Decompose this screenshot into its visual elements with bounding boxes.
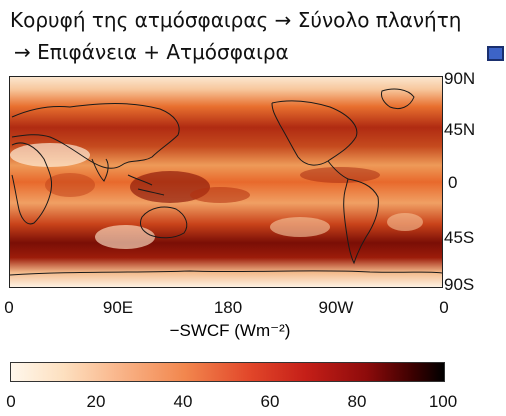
lat-label-90s: 90S	[444, 275, 475, 294]
swcf-map	[9, 76, 443, 288]
lat-label-90n: 90N	[444, 69, 476, 88]
lat-label-45s: 45S	[444, 228, 475, 247]
lon-label-180: 180	[213, 298, 243, 317]
map-field	[10, 77, 442, 287]
lon-label-90w: 90W	[318, 298, 354, 317]
lon-label-90e: 90E	[102, 298, 134, 317]
lon-label-0-right: 0	[439, 298, 449, 317]
lat-label-45n: 45N	[444, 120, 476, 139]
colorbar-tick-100: 100	[428, 392, 458, 411]
title-line-2: → Επιφάνεια + Ατμόσφαιρα	[14, 40, 289, 64]
title-line-1: Κορυφή της ατμόσφαιρας → Σύνολο πλανήτη	[10, 8, 462, 32]
colorbar-tick-80: 80	[347, 392, 367, 411]
colorbar	[10, 362, 445, 382]
legend-swatch	[487, 46, 504, 61]
colorbar-tick-60: 60	[260, 392, 280, 411]
lon-label-0: 0	[4, 298, 14, 317]
colorbar-tick-0: 0	[6, 392, 16, 411]
colorbar-tick-20: 20	[86, 392, 106, 411]
lat-label-0: 0	[448, 173, 458, 192]
map-variable-label: −SWCF (Wm⁻²)	[169, 321, 291, 340]
colorbar-tick-40: 40	[173, 392, 193, 411]
